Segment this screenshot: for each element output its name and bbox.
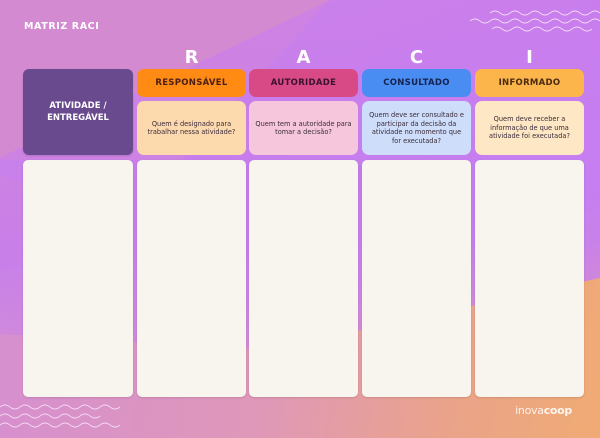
letter-r: R bbox=[184, 47, 199, 68]
activity-input-area[interactable] bbox=[23, 160, 133, 397]
description-autoridade: Quem tem a autoridade para tomar a decis… bbox=[249, 101, 358, 155]
activity-header-line2: ENTREGÁVEL bbox=[47, 113, 109, 123]
activity-header-line1: ATIVIDADE / bbox=[49, 101, 107, 111]
brand-logo: inovacoop bbox=[515, 404, 572, 417]
header-consultado: CONSULTADO bbox=[362, 69, 471, 97]
header-responsavel: RESPONSÁVEL bbox=[137, 69, 246, 97]
responsavel-input-area[interactable] bbox=[137, 160, 246, 397]
wave-decoration-top-icon bbox=[470, 10, 600, 32]
activity-header: ATIVIDADE / ENTREGÁVEL bbox=[23, 69, 133, 155]
letter-a: A bbox=[296, 47, 311, 68]
page-title: MATRIZ RACI bbox=[24, 21, 100, 32]
consultado-input-area[interactable] bbox=[362, 160, 471, 397]
wave-decoration-bottom-icon bbox=[0, 404, 121, 428]
logo-part1: inova bbox=[515, 404, 544, 417]
informado-input-area[interactable] bbox=[475, 160, 584, 397]
header-autoridade: AUTORIDADE bbox=[249, 69, 358, 97]
autoridade-input-area[interactable] bbox=[249, 160, 358, 397]
logo-part2: coop bbox=[543, 404, 573, 417]
description-informado: Quem deve receber a informação de que um… bbox=[475, 101, 584, 155]
description-responsavel: Quem é designado para trabalhar nessa at… bbox=[137, 101, 246, 155]
description-consultado: Quem deve ser consultado e participar da… bbox=[362, 101, 471, 155]
letter-i: I bbox=[526, 47, 533, 68]
header-informado: INFORMADO bbox=[475, 69, 584, 97]
letter-c: C bbox=[409, 47, 424, 68]
